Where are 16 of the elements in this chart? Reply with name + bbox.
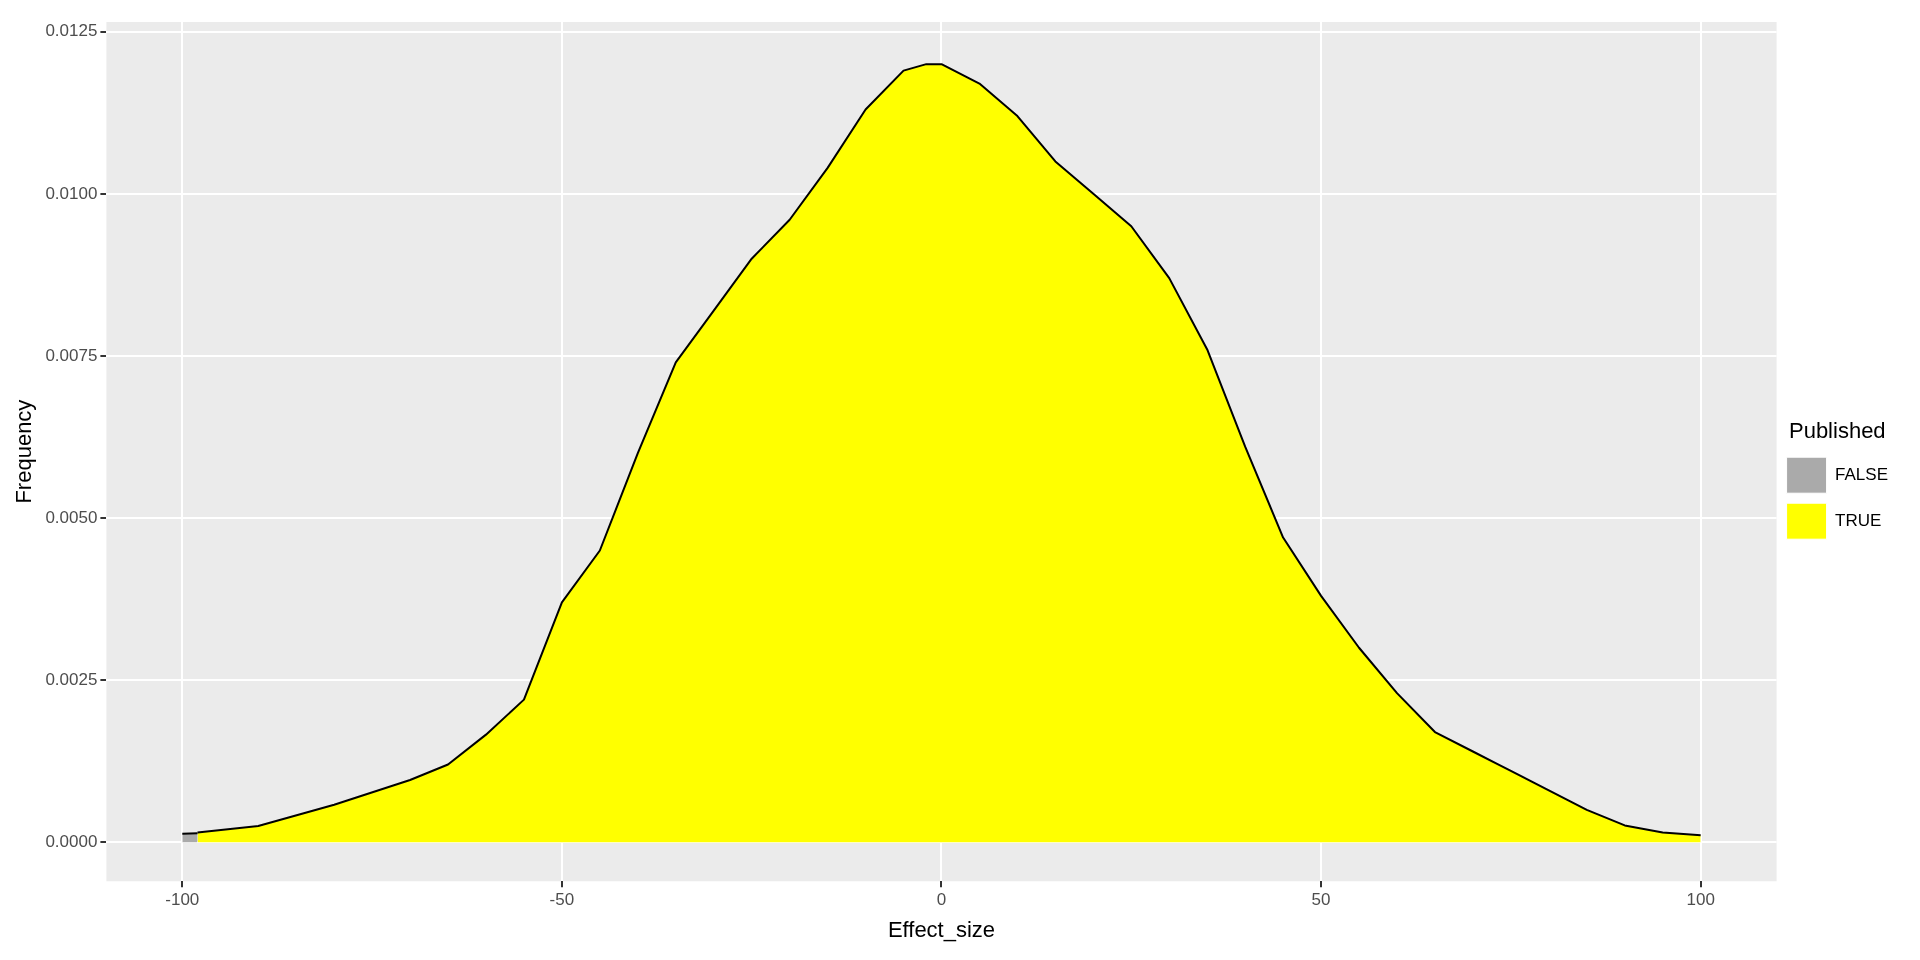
y-tick-label: 0.0075 <box>45 345 98 365</box>
y-tick-label: 0.0050 <box>45 507 98 527</box>
y-tick-label: 0.0100 <box>45 183 98 203</box>
legend-title: Published <box>1788 417 1886 443</box>
legend-label: TRUE <box>1835 510 1882 530</box>
x-axis-title: Effect_size <box>887 916 996 942</box>
x-tick-label: 0 <box>936 890 947 910</box>
y-tick-label: 0.0125 <box>45 21 98 41</box>
x-tick-label: -100 <box>165 890 200 910</box>
y-tick-label: 0.0000 <box>45 831 98 851</box>
x-tick-label: 50 <box>1311 890 1331 910</box>
x-tick-label: 100 <box>1686 890 1715 910</box>
y-axis-title: Frequency <box>11 399 37 504</box>
y-tick-label: 0.0025 <box>45 669 98 689</box>
x-tick-label: -50 <box>549 890 575 910</box>
legend-label: FALSE <box>1835 464 1888 484</box>
